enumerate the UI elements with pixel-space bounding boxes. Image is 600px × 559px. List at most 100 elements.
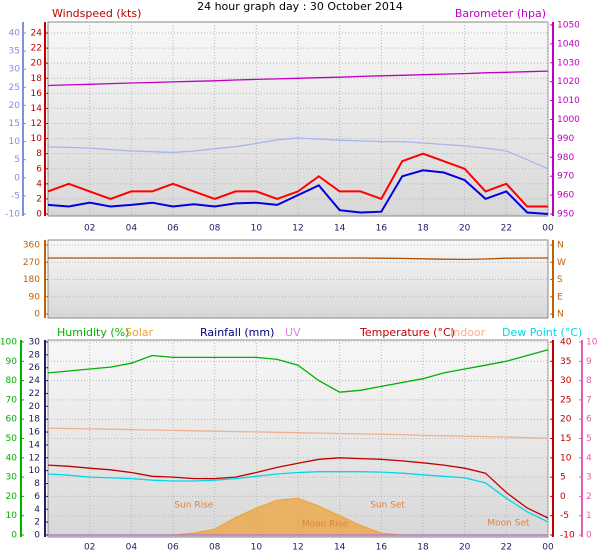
y-tick-label: 5 <box>586 434 592 444</box>
y-tick-label: 270 <box>23 258 40 268</box>
y-tick-label: 1010 <box>557 96 580 106</box>
y-tick-label: 6 <box>34 492 40 502</box>
x-tick-label: 04 <box>126 543 138 553</box>
x-tick-label: 10 <box>251 224 263 234</box>
y-tick-label: 9 <box>586 357 592 367</box>
y-tick-label: E <box>557 292 563 302</box>
y-tick-label: 20 <box>6 492 18 502</box>
y-tick-label: 8 <box>586 376 592 386</box>
x-tick-label: 22 <box>501 224 512 234</box>
y-tick-label: 4 <box>34 505 40 515</box>
series-line <box>47 457 549 519</box>
y-tick-label: N <box>557 241 564 251</box>
y-tick-label: 14 <box>31 104 43 114</box>
y-tick-label: 40 <box>6 453 18 463</box>
y-tick-label: 20 <box>31 59 43 69</box>
y-tick-label: 18 <box>29 415 41 425</box>
y-tick-label: 40 <box>9 29 21 39</box>
y-tick-label: W <box>557 258 566 268</box>
y-tick-label: 8 <box>34 479 40 489</box>
legend-entry: Temperature (°C) <box>359 326 455 339</box>
series-line <box>48 257 548 261</box>
series-line <box>47 152 548 208</box>
legend-entry: Solar <box>125 326 154 339</box>
axis-title: Barometer (hpa) <box>455 7 546 20</box>
y-tick-label: -5 <box>560 511 569 521</box>
axis-title: Windspeed (kts) <box>52 7 141 20</box>
y-tick-label: 22 <box>29 389 40 399</box>
y-tick-label: 30 <box>6 473 18 483</box>
y-tick-label: 2 <box>34 518 40 528</box>
y-tick-label: 1020 <box>557 77 580 87</box>
y-tick-label: 12 <box>29 453 40 463</box>
y-tick-label: 50 <box>6 434 18 444</box>
y-tick-label: 14 <box>29 440 41 450</box>
y-tick-label: 60 <box>6 415 18 425</box>
annotation: Moon Set <box>487 519 530 529</box>
y-tick-label: 40 <box>560 338 572 348</box>
x-tick-label: 20 <box>459 224 471 234</box>
y-tick-label: 18 <box>31 74 43 84</box>
y-tick-label: 28 <box>29 350 41 360</box>
y-tick-label: 35 <box>560 357 571 367</box>
y-tick-label: 7 <box>586 395 592 405</box>
y-tick-label: 26 <box>29 363 41 373</box>
y-tick-label: 5 <box>14 155 20 165</box>
y-tick-label: 20 <box>9 101 21 111</box>
x-tick-label: 18 <box>417 543 429 553</box>
y-tick-label: -5 <box>11 191 20 201</box>
x-tick-label: 06 <box>167 543 179 553</box>
y-tick-label: 16 <box>29 428 41 438</box>
y-tick-label: 10 <box>9 137 21 147</box>
x-tick-label: 00 <box>542 543 554 553</box>
y-tick-label: S <box>557 275 563 285</box>
series-line <box>47 169 549 215</box>
x-tick-label: 10 <box>251 543 263 553</box>
y-tick-label: 15 <box>560 434 571 444</box>
y-tick-label: 950 <box>557 210 574 220</box>
x-tick-label: 20 <box>459 543 471 553</box>
y-tick-label: -10 <box>560 531 575 541</box>
y-tick-label: 12 <box>31 119 42 129</box>
y-tick-label: 0 <box>34 531 40 541</box>
x-tick-label: 14 <box>334 224 346 234</box>
y-tick-label: 10 <box>29 466 41 476</box>
annotation: Moon Rise <box>302 519 349 529</box>
x-tick-label: 12 <box>292 224 303 234</box>
y-tick-label: 4 <box>36 179 42 189</box>
y-tick-label: 960 <box>557 191 574 201</box>
x-tick-label: 16 <box>376 224 388 234</box>
y-tick-label: 990 <box>557 134 574 144</box>
annotation: Sun Rise <box>174 501 213 511</box>
y-tick-label: 5 <box>560 473 566 483</box>
y-tick-label: 20 <box>560 415 572 425</box>
y-tick-label: 70 <box>6 395 18 405</box>
x-tick-label: 00 <box>542 224 554 234</box>
y-tick-label: 0 <box>560 492 566 502</box>
y-tick-label: 15 <box>9 119 20 129</box>
x-tick-label: 02 <box>84 224 95 234</box>
series-line <box>47 349 549 393</box>
y-tick-label: 24 <box>31 29 43 39</box>
y-tick-label: N <box>557 310 564 320</box>
y-tick-label: 30 <box>29 338 41 348</box>
legend-entry: Indoor <box>450 326 486 339</box>
series-line <box>47 137 549 170</box>
y-tick-label: 0 <box>36 210 42 220</box>
x-tick-label: 14 <box>334 543 346 553</box>
y-tick-label: 10 <box>586 338 598 348</box>
y-tick-label: 90 <box>29 292 41 302</box>
graph-title: 24 hour graph day : 30 October 2014 <box>197 0 403 13</box>
x-tick-label: 06 <box>167 224 179 234</box>
y-tick-label: 20 <box>29 402 41 412</box>
series-line <box>47 471 549 523</box>
series-line <box>47 427 549 439</box>
y-tick-label: 8 <box>36 149 42 159</box>
annotation: Sun Set <box>370 501 405 511</box>
y-tick-label: 2 <box>586 492 592 502</box>
x-tick-label: 08 <box>209 543 221 553</box>
y-tick-label: 6 <box>36 164 42 174</box>
legend-entry: Rainfall (mm) <box>200 326 274 339</box>
x-tick-label: 16 <box>376 543 388 553</box>
x-tick-label: 02 <box>84 543 95 553</box>
